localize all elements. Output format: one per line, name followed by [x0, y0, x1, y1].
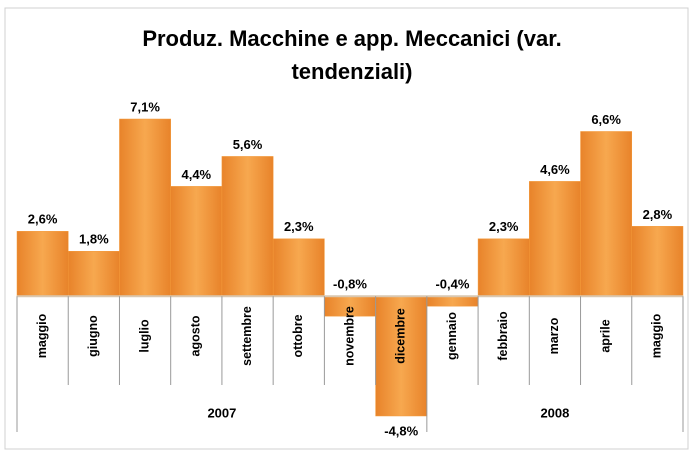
x-tick-label: agosto [189, 315, 203, 356]
x-tick-label: settembre [240, 306, 254, 366]
x-tick-label: febbraio [496, 311, 510, 361]
x-tick-label: gennaio [445, 312, 459, 360]
bar [119, 118, 171, 297]
x-tick-label: maggio [35, 313, 49, 358]
x-tick-label: luglio [137, 319, 151, 353]
chart-title: tendenziali) [291, 59, 412, 84]
bar [16, 231, 69, 297]
data-label: 4,4% [181, 167, 211, 182]
data-label: 2,3% [489, 219, 519, 234]
x-tick-label: maggio [650, 313, 664, 358]
bar [426, 295, 479, 307]
bar [221, 156, 274, 297]
data-label: 6,6% [591, 112, 621, 127]
bar [529, 181, 581, 297]
data-label: -0,8% [333, 277, 367, 292]
x-tick-label: novembre [342, 306, 356, 366]
data-label: -0,4% [435, 277, 469, 292]
bar [272, 238, 325, 297]
bar [631, 226, 684, 297]
data-label: 2,8% [643, 207, 673, 222]
data-label: 2,6% [28, 212, 58, 227]
x-tick-label: marzo [547, 317, 561, 354]
data-label: 2,3% [284, 219, 314, 234]
bar [580, 131, 633, 297]
group-label: 2008 [540, 405, 569, 420]
bar [170, 186, 223, 297]
chart-title: Produz. Macchine e app. Meccanici (var. [142, 26, 561, 51]
x-tick-label: ottobre [291, 314, 305, 357]
x-tick-label: giugno [86, 315, 100, 357]
data-label: 7,1% [130, 99, 160, 114]
x-tick-label: aprile [598, 319, 612, 352]
data-label: 1,8% [79, 232, 109, 247]
group-label: 2007 [207, 405, 236, 420]
data-label: 5,6% [233, 137, 263, 152]
data-label: -4,8% [384, 423, 418, 438]
bar [477, 238, 530, 297]
data-label: 4,6% [540, 162, 570, 177]
x-tick-label: dicembre [394, 308, 408, 364]
bar [67, 251, 120, 297]
